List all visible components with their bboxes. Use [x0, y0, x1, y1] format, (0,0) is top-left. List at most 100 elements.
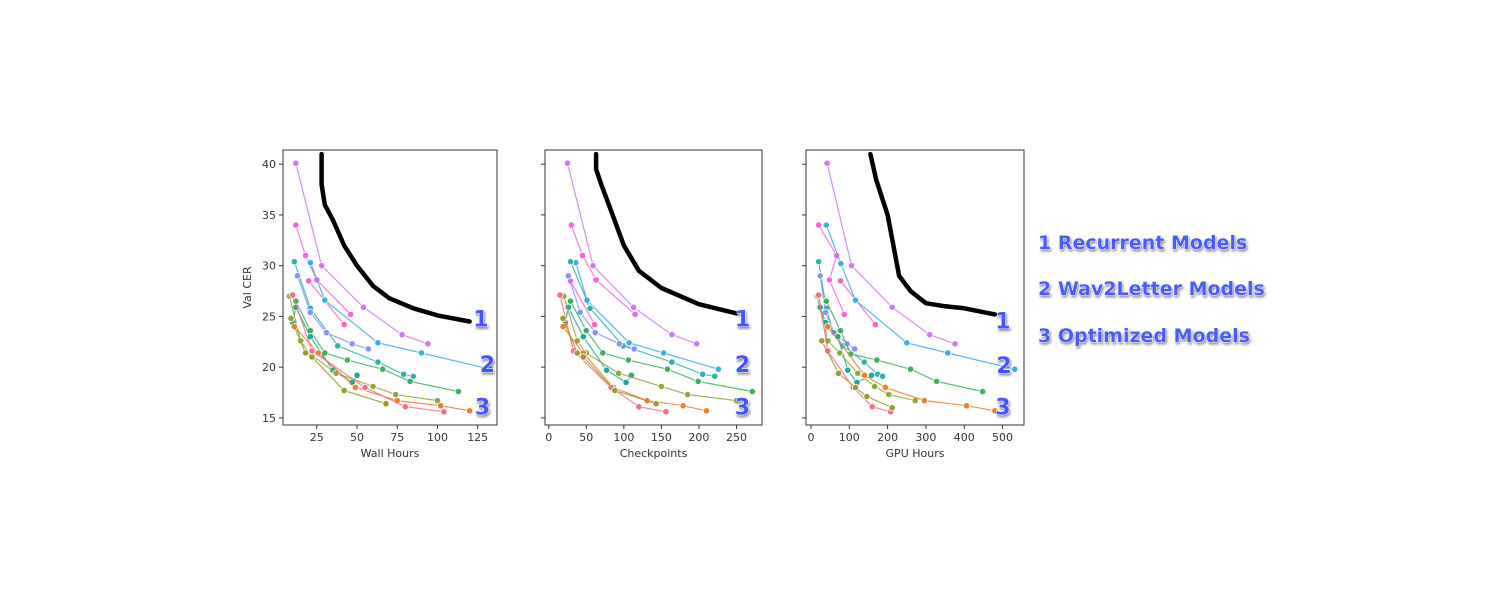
data-point — [888, 404, 896, 412]
annotation-label-2: 2 — [735, 353, 750, 378]
data-point — [823, 159, 831, 167]
annotation-label-3: 3 — [475, 396, 490, 421]
data-point — [714, 365, 723, 373]
series-10 — [824, 322, 999, 415]
data-point — [567, 221, 575, 229]
data-point — [630, 303, 638, 311]
data-point — [440, 408, 448, 416]
x-axis-label: GPU Hours — [886, 447, 945, 460]
data-point — [631, 310, 639, 318]
data-point — [306, 308, 314, 316]
data-point — [361, 383, 369, 392]
data-point — [847, 262, 856, 270]
data-point — [652, 400, 660, 408]
data-point — [824, 322, 832, 331]
data-point — [602, 366, 611, 374]
data-point — [590, 320, 599, 329]
data-point — [879, 372, 887, 380]
data-point — [844, 366, 852, 374]
data-point — [292, 221, 300, 229]
x-tick-label: 50 — [350, 431, 364, 444]
data-point — [885, 390, 893, 399]
data-point — [868, 403, 876, 411]
data-point — [870, 382, 879, 391]
data-point — [662, 408, 670, 416]
hand-drawn-frontier-curve — [319, 151, 472, 324]
legend-item-optimized: 3 Optimized Models — [1038, 325, 1250, 347]
y-tick-label: 40 — [262, 158, 276, 171]
data-point — [615, 340, 623, 348]
y-tick-label: 20 — [262, 361, 276, 374]
data-point — [340, 386, 348, 395]
data-point — [301, 349, 310, 357]
x-tick-label: 400 — [954, 431, 975, 444]
legend-item-recurrent: 1 Recurrent Models — [1038, 232, 1247, 254]
data-point — [334, 342, 342, 350]
data-point — [417, 349, 425, 357]
data-point — [944, 349, 952, 357]
series-7 — [566, 297, 756, 396]
data-point — [815, 291, 823, 299]
data-point — [979, 387, 987, 396]
x-axis-label: Checkpoints — [620, 447, 688, 460]
data-point — [289, 291, 297, 299]
data-point — [392, 390, 400, 399]
data-point — [559, 314, 567, 323]
data-point — [592, 276, 600, 284]
data-point — [851, 345, 859, 353]
data-point — [906, 365, 915, 373]
x-tick-label: 100 — [427, 431, 448, 444]
series-12 — [287, 314, 390, 408]
data-point — [353, 371, 361, 379]
x-tick-label: 150 — [651, 431, 672, 444]
data-point — [854, 369, 862, 377]
axes-frame — [282, 149, 498, 426]
x-tick-label: 100 — [613, 431, 634, 444]
data-point — [401, 403, 409, 411]
data-point — [748, 387, 756, 396]
data-point — [305, 277, 313, 285]
data-point — [837, 260, 845, 268]
data-point — [693, 340, 701, 348]
series-1 — [292, 159, 432, 348]
series-12 — [559, 314, 660, 408]
x-tick-label: 100 — [839, 431, 860, 444]
series-line — [570, 224, 636, 315]
data-point — [836, 277, 845, 285]
data-point — [346, 310, 355, 318]
data-point — [318, 262, 326, 270]
data-point — [306, 259, 314, 267]
series-line — [295, 163, 429, 345]
data-point — [860, 358, 868, 366]
hand-drawn-frontier-curve — [868, 151, 998, 317]
data-point — [635, 403, 643, 411]
data-point — [437, 402, 445, 410]
series-11 — [289, 291, 448, 416]
data-point — [836, 327, 845, 335]
series-line — [295, 224, 352, 315]
data-point — [825, 276, 833, 284]
data-point — [1011, 365, 1019, 373]
data-point — [822, 221, 830, 229]
data-point — [322, 329, 331, 337]
series-line — [825, 300, 983, 393]
data-point — [881, 383, 889, 392]
x-tick-label: 75 — [390, 431, 404, 444]
data-point — [589, 262, 597, 270]
data-point — [822, 297, 830, 305]
data-point — [579, 353, 587, 361]
data-point — [292, 159, 300, 167]
data-point — [582, 327, 590, 335]
data-point — [660, 349, 668, 357]
series-6 — [293, 272, 372, 353]
series-line — [827, 326, 996, 412]
data-point — [599, 349, 607, 357]
data-point — [991, 407, 999, 415]
series-line — [569, 280, 596, 325]
data-point — [382, 400, 390, 408]
data-point — [611, 386, 619, 395]
data-point — [369, 382, 377, 391]
series-7 — [822, 297, 987, 396]
data-point — [657, 382, 665, 391]
data-point — [933, 377, 941, 385]
